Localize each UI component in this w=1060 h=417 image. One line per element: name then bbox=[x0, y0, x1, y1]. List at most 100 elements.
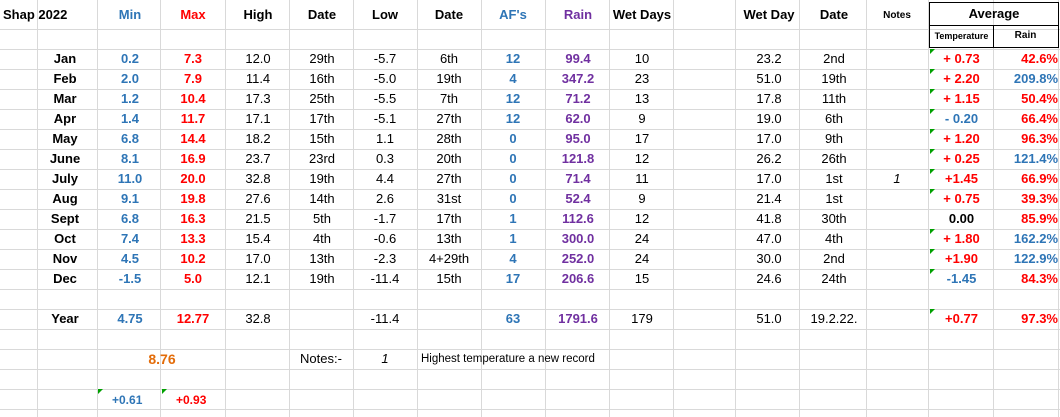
header-date-wet[interactable]: Date bbox=[819, 7, 849, 22]
max-diff[interactable]: +0.93 bbox=[176, 393, 207, 407]
wet-days-value[interactable]: 10 bbox=[634, 51, 650, 66]
avg-temp-value[interactable]: + 0.73 bbox=[943, 51, 980, 66]
low-value[interactable]: -1.7 bbox=[373, 211, 397, 226]
high-value[interactable]: 17.0 bbox=[245, 251, 271, 266]
rain-value[interactable]: 206.6 bbox=[561, 271, 595, 286]
max-value[interactable]: 11.7 bbox=[180, 111, 206, 126]
avg-temp-value[interactable]: + 2.20 bbox=[943, 71, 980, 86]
header-date-high[interactable]: Date bbox=[307, 7, 337, 22]
max-value[interactable]: 16.9 bbox=[180, 151, 206, 166]
note-ref[interactable] bbox=[866, 209, 928, 229]
avg-temp-value[interactable]: +1.45 bbox=[945, 171, 978, 186]
year-avg-temp[interactable]: +0.77 bbox=[945, 311, 978, 326]
header-avg-rain[interactable]: Rain bbox=[1014, 30, 1037, 41]
month-label[interactable]: Dec bbox=[53, 271, 77, 286]
low-value[interactable]: 2.6 bbox=[375, 191, 395, 206]
wet-day-value[interactable]: 17.0 bbox=[756, 171, 782, 186]
low-value[interactable]: -0.6 bbox=[373, 231, 397, 246]
low-value[interactable]: -5.0 bbox=[373, 71, 397, 86]
wet-days-value[interactable]: 17 bbox=[634, 131, 650, 146]
wet-days-value[interactable]: 15 bbox=[634, 271, 650, 286]
rain-value[interactable]: 52.4 bbox=[565, 191, 591, 206]
rain-value[interactable]: 71.2 bbox=[565, 91, 591, 106]
afs-value[interactable]: 12 bbox=[505, 51, 521, 66]
year-wet-days[interactable]: 179 bbox=[631, 311, 653, 326]
high-date[interactable]: 25th bbox=[309, 91, 335, 106]
year-high[interactable]: 32.8 bbox=[245, 311, 271, 326]
wet-day-date[interactable]: 9th bbox=[824, 131, 844, 146]
avg-rain-value[interactable]: 85.9% bbox=[1021, 211, 1058, 226]
sheet-title[interactable]: Shap 2022 bbox=[3, 7, 68, 22]
min-diff[interactable]: +0.61 bbox=[112, 393, 143, 407]
wet-day-date[interactable]: 24th bbox=[821, 271, 847, 286]
avg-rain-value[interactable]: 66.4% bbox=[1021, 111, 1058, 126]
afs-value[interactable]: 1 bbox=[509, 211, 517, 226]
high-value[interactable]: 23.7 bbox=[245, 151, 271, 166]
avg-temp-value[interactable]: + 1.80 bbox=[943, 231, 980, 246]
max-value[interactable]: 10.4 bbox=[180, 91, 206, 106]
avg-temp-value[interactable]: + 1.20 bbox=[943, 131, 980, 146]
avg-temp-value[interactable]: +1.90 bbox=[945, 251, 978, 266]
low-date[interactable]: 17th bbox=[436, 211, 462, 226]
wet-day-date[interactable]: 30th bbox=[821, 211, 847, 226]
high-value[interactable]: 17.1 bbox=[245, 111, 271, 126]
min-value[interactable]: 9.1 bbox=[120, 191, 140, 206]
min-value[interactable]: 7.4 bbox=[120, 231, 140, 246]
avg-rain-value[interactable]: 39.3% bbox=[1021, 191, 1058, 206]
wet-day-value[interactable]: 21.4 bbox=[756, 191, 782, 206]
note-ref[interactable] bbox=[866, 269, 928, 289]
header-temperature[interactable]: Temperature bbox=[934, 31, 989, 41]
low-date[interactable]: 27th bbox=[436, 111, 462, 126]
low-date[interactable]: 7th bbox=[439, 91, 459, 106]
wet-day-date[interactable]: 2nd bbox=[823, 251, 845, 266]
max-value[interactable]: 7.3 bbox=[183, 51, 203, 66]
rain-value[interactable]: 62.0 bbox=[565, 111, 591, 126]
rain-value[interactable]: 300.0 bbox=[561, 231, 595, 246]
high-date[interactable]: 4th bbox=[312, 231, 332, 246]
low-date[interactable]: 31st bbox=[436, 191, 462, 206]
avg-rain-value[interactable]: 96.3% bbox=[1021, 131, 1058, 146]
wet-day-value[interactable]: 41.8 bbox=[756, 211, 782, 226]
low-date[interactable]: 15th bbox=[436, 271, 462, 286]
low-value[interactable]: -5.1 bbox=[373, 111, 397, 126]
high-date[interactable]: 16th bbox=[309, 71, 335, 86]
header-notes[interactable]: Notes bbox=[883, 10, 911, 21]
wet-day-date[interactable]: 2nd bbox=[823, 51, 845, 66]
low-value[interactable]: -5.5 bbox=[373, 91, 397, 106]
avg-rain-value[interactable]: 50.4% bbox=[1021, 91, 1058, 106]
header-wet-day[interactable]: Wet Day bbox=[743, 7, 795, 22]
header-afs[interactable]: AF's bbox=[499, 7, 527, 22]
low-date[interactable]: 6th bbox=[439, 51, 459, 66]
low-value[interactable]: 1.1 bbox=[375, 131, 395, 146]
wet-days-value[interactable]: 9 bbox=[638, 191, 646, 206]
wet-day-value[interactable]: 51.0 bbox=[756, 71, 782, 86]
wet-days-value[interactable]: 12 bbox=[634, 151, 650, 166]
month-label[interactable]: Nov bbox=[52, 251, 78, 266]
wet-day-value[interactable]: 24.6 bbox=[756, 271, 782, 286]
max-value[interactable]: 5.0 bbox=[183, 271, 203, 286]
afs-value[interactable]: 17 bbox=[505, 271, 521, 286]
min-value[interactable]: 6.8 bbox=[120, 211, 140, 226]
max-value[interactable]: 7.9 bbox=[183, 71, 203, 86]
high-value[interactable]: 21.5 bbox=[245, 211, 271, 226]
max-value[interactable]: 14.4 bbox=[180, 131, 206, 146]
note-ref[interactable]: 1 bbox=[893, 171, 901, 186]
year-max[interactable]: 12.77 bbox=[176, 311, 210, 326]
year-low[interactable]: -11.4 bbox=[370, 311, 400, 326]
max-value[interactable]: 19.8 bbox=[180, 191, 206, 206]
high-date[interactable]: 13th bbox=[309, 251, 335, 266]
high-value[interactable]: 12.0 bbox=[245, 51, 271, 66]
max-value[interactable]: 20.0 bbox=[180, 171, 206, 186]
avg-rain-value[interactable]: 42.6% bbox=[1021, 51, 1058, 66]
min-value[interactable]: -1.5 bbox=[118, 271, 142, 286]
max-value[interactable]: 10.2 bbox=[180, 251, 206, 266]
high-date[interactable]: 14th bbox=[309, 191, 335, 206]
year-min[interactable]: 4.75 bbox=[117, 311, 143, 326]
month-label[interactable]: Aug bbox=[52, 191, 78, 206]
avg-rain-value[interactable]: 84.3% bbox=[1021, 271, 1058, 286]
low-date[interactable]: 20th bbox=[436, 151, 462, 166]
wet-day-value[interactable]: 17.8 bbox=[756, 91, 782, 106]
afs-value[interactable]: 0 bbox=[509, 171, 517, 186]
high-date[interactable]: 23rd bbox=[308, 151, 336, 166]
afs-value[interactable]: 0 bbox=[509, 131, 517, 146]
